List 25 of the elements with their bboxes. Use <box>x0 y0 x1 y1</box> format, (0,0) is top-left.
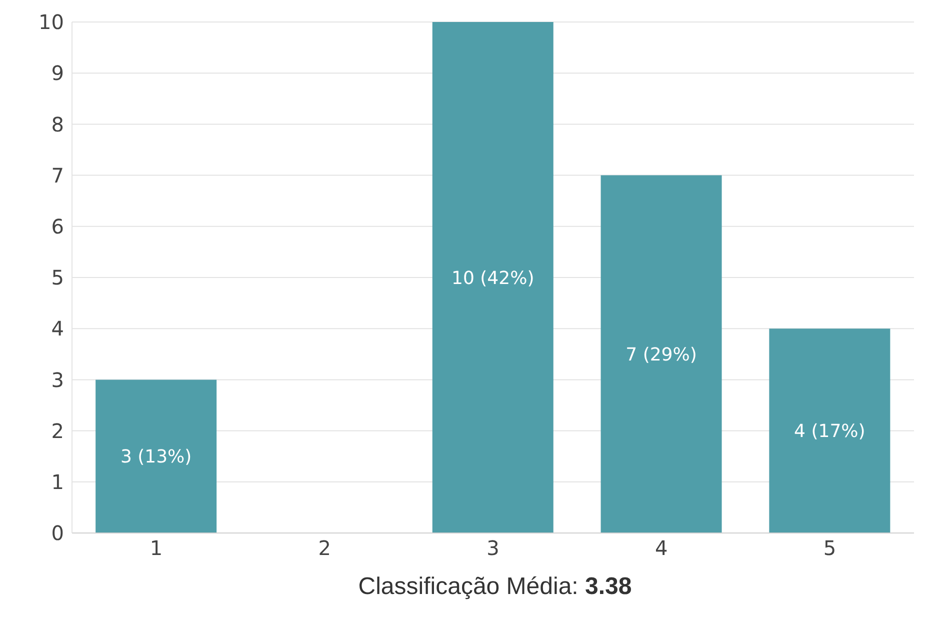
y-tick-label: 0 <box>51 521 64 546</box>
bar <box>769 328 890 533</box>
y-tick-label: 2 <box>51 418 64 443</box>
y-tick-label: 1 <box>51 470 64 494</box>
y-tick-label: 3 <box>51 368 64 392</box>
data-label: 4 (17%) <box>794 421 866 442</box>
bar <box>96 380 217 533</box>
y-tick-label: 4 <box>51 316 64 341</box>
data-label: 3 (13%) <box>120 446 192 468</box>
bar <box>432 22 554 533</box>
y-tick-label: 10 <box>38 10 64 34</box>
bar <box>600 175 722 533</box>
y-tick-label: 7 <box>51 163 64 188</box>
text: Classificação Média: 3.38 <box>357 573 633 601</box>
x-tick-label: 3 <box>486 536 500 560</box>
y-tick-label: 9 <box>51 61 64 86</box>
x-tick-label: 4 <box>655 536 668 560</box>
x-tick-label: 1 <box>150 536 163 560</box>
data-label: 10 (42%) <box>452 268 534 289</box>
y-tick-label: 6 <box>51 214 64 238</box>
data-label: 7 (29%) <box>626 344 697 366</box>
x-tick-label: 5 <box>823 536 836 560</box>
y-tick-label: 8 <box>51 112 64 136</box>
x-tick-label: 2 <box>318 536 331 560</box>
y-tick-label: 5 <box>51 266 64 290</box>
